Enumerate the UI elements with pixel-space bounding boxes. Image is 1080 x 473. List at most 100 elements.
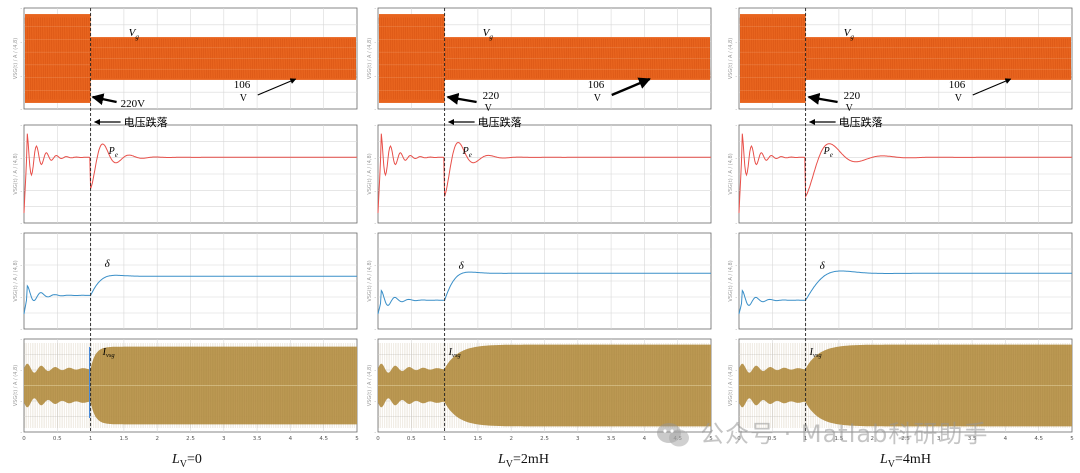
x-tick-label: 3 <box>937 436 941 442</box>
x-tick-label: 2 <box>155 436 159 442</box>
vg-label-sub: g <box>850 33 854 41</box>
vg-before-unit: V <box>846 103 854 114</box>
x-tick-label: 4 <box>643 436 647 442</box>
subplot-pe: VSG(t) / A / (4,8)---- <box>367 124 712 227</box>
y-axis-label: VSG(t) / A / (4,8) <box>367 153 373 194</box>
vg-before-unit: V <box>485 103 493 114</box>
y-tick: - <box>374 74 376 79</box>
y-axis-label: VSG(t) / A / (4,8) <box>367 365 373 406</box>
delta-label: δ <box>459 260 465 272</box>
y-tick: - <box>20 41 22 46</box>
y-tick: - <box>374 328 376 333</box>
subplot-delta: VSG(t) / A / (4,8)---- <box>367 232 712 333</box>
x-tick-label: 4 <box>1004 436 1008 442</box>
x-tick-label: 2.5 <box>540 436 549 442</box>
y-tick: - <box>20 431 22 436</box>
delta-label: δ <box>105 258 111 270</box>
vg-label-sub: g <box>489 33 493 41</box>
x-tick-label: 3 <box>222 436 226 442</box>
y-axis-label: VSG(t) / A / (4,8) <box>13 365 19 406</box>
subplot-vg: VSG(t) / A / (4,8)---- <box>728 7 1073 113</box>
chart-column-2: VSG(t) / A / (4,8)----VSG(t) / A / (4,8)… <box>728 7 1074 442</box>
subplot-vg: VSG(t) / A / (4,8)---- <box>13 7 358 113</box>
vg-before-value: 220 <box>844 90 861 102</box>
vg-after-arrow <box>257 78 297 96</box>
pe-line <box>738 133 1072 214</box>
x-tick-label: 0.5 <box>407 436 416 442</box>
x-tick-label: 3 <box>576 436 580 442</box>
delta-label: δ <box>820 260 826 272</box>
y-axis-label: VSG(t) / A / (4,8) <box>367 260 373 301</box>
vg-before-arrow <box>446 92 477 105</box>
drop-label: 电压跌落 <box>839 115 883 129</box>
vg-after-value: 106 <box>949 79 966 91</box>
vg-after-unit: V <box>594 93 602 104</box>
subplot-ivsg: VSG(t) / A / (4,8)----00.511.522.533.544… <box>367 338 713 442</box>
column-label-lv0: LV=0 <box>172 452 202 470</box>
y-tick: - <box>374 264 376 269</box>
y-axis-label: VSG(t) / A / (4,8) <box>728 260 734 301</box>
x-tick-label: 0.5 <box>768 436 777 442</box>
y-tick: - <box>735 431 737 436</box>
x-tick-label: 2.5 <box>186 436 195 442</box>
y-tick: - <box>374 222 376 227</box>
pe-label-sub: e <box>830 151 833 159</box>
x-tick-label: 5 <box>709 436 713 442</box>
y-axis-label: VSG(t) / A / (4,8) <box>728 38 734 79</box>
pe-label: Pe <box>462 146 472 159</box>
y-tick: - <box>735 222 737 227</box>
subplot-delta: VSG(t) / A / (4,8)---- <box>728 232 1073 333</box>
column-label-lv2: LV=2mH <box>498 452 549 470</box>
ivsg-label-sub: vsg <box>452 352 461 359</box>
y-tick: - <box>374 338 376 343</box>
y-tick: - <box>374 41 376 46</box>
y-tick: - <box>20 222 22 227</box>
vg-after-arrow <box>611 77 651 97</box>
x-tick-label: 0 <box>737 436 741 442</box>
y-tick: - <box>20 328 22 333</box>
vg-before-value: 220 <box>483 90 500 102</box>
y-tick: - <box>20 7 22 12</box>
y-tick: - <box>374 108 376 113</box>
subplot-delta: VSG(t) / A / (4,8)---- <box>13 232 358 333</box>
column-label-lv4: LV=4mH <box>880 452 931 470</box>
y-tick: - <box>735 400 737 405</box>
x-tick-label: 0 <box>22 436 26 442</box>
vg-after-unit: V <box>240 93 248 104</box>
vg-label: Vg <box>844 27 855 41</box>
watermark-text: 公众号 · Matlab科研助手 <box>700 420 989 448</box>
y-tick: - <box>374 296 376 301</box>
vg-label: Vg <box>129 27 140 41</box>
y-tick: - <box>20 232 22 237</box>
y-tick: - <box>735 232 737 237</box>
y-tick: - <box>374 157 376 162</box>
delta-line <box>377 271 711 315</box>
y-axis-label: VSG(t) / A / (4,8) <box>728 153 734 194</box>
vg-after-unit: V <box>955 93 963 104</box>
vg-before-arrow <box>91 93 117 106</box>
y-tick: - <box>735 328 737 333</box>
x-tick-label: 4.5 <box>319 436 328 442</box>
y-tick: - <box>20 369 22 374</box>
ivsg-label-sub: vsg <box>813 352 822 359</box>
vg-before-value: 220V <box>121 98 146 110</box>
y-tick: - <box>735 41 737 46</box>
y-tick: - <box>374 369 376 374</box>
subplot-vg: VSG(t) / A / (4,8)---- <box>367 7 712 113</box>
y-tick: - <box>374 431 376 436</box>
x-tick-label: 1.5 <box>835 436 844 442</box>
y-tick: - <box>374 189 376 194</box>
vg-before-arrow <box>807 92 838 105</box>
y-tick: - <box>735 369 737 374</box>
chart-column-1: VSG(t) / A / (4,8)----VSG(t) / A / (4,8)… <box>367 7 713 442</box>
y-tick: - <box>374 124 376 129</box>
x-tick-label: 1 <box>804 436 808 442</box>
x-tick-label: 3.5 <box>968 436 977 442</box>
delta-line <box>738 270 1072 315</box>
x-tick-label: 2 <box>870 436 874 442</box>
x-tick-label: 2 <box>509 436 513 442</box>
y-tick: - <box>20 400 22 405</box>
vg-after-value: 106 <box>234 79 251 91</box>
